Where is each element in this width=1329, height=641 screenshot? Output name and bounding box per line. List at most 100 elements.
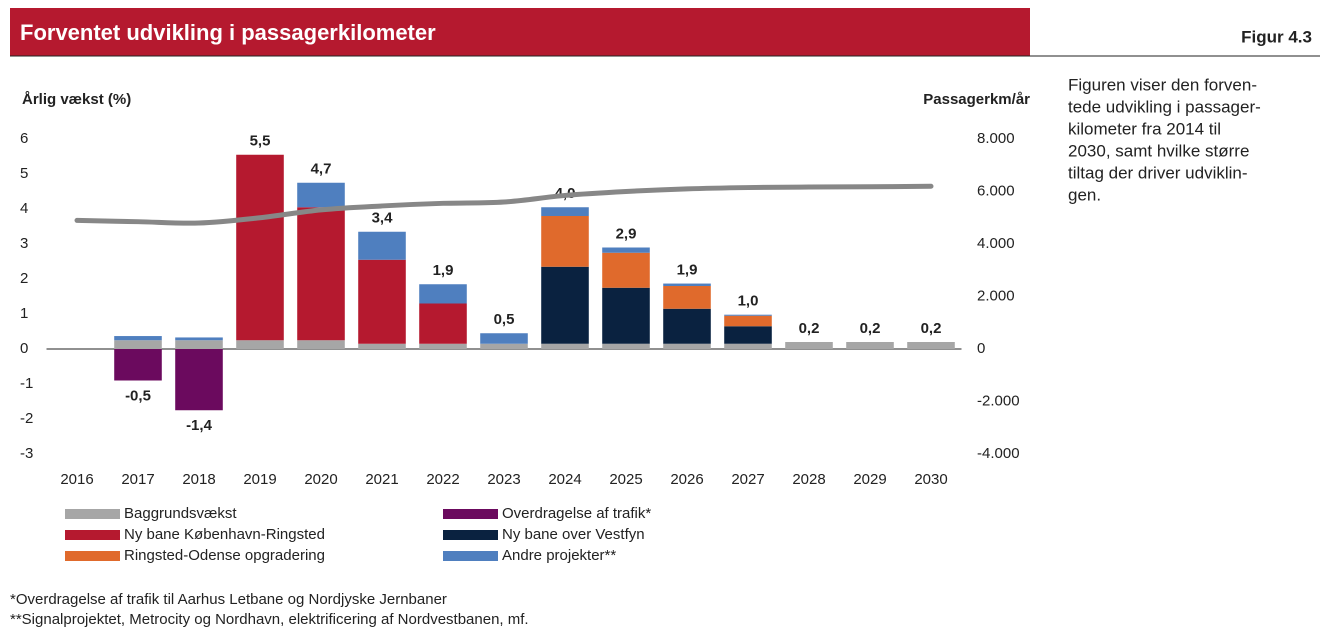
legend-swatch	[443, 530, 498, 540]
bar-segment	[236, 340, 284, 349]
y2-tick-label: 6.000	[977, 182, 1015, 199]
bar-segment	[114, 349, 162, 381]
y2-tick-label: 2.000	[977, 287, 1015, 304]
side-text: tede udvikling i passager-	[1068, 97, 1261, 116]
bar-segment	[602, 247, 650, 253]
y-tick-label: 5	[20, 165, 28, 182]
y-axis-title: Årlig vækst (%)	[22, 91, 131, 108]
total-label: 3,4	[372, 210, 394, 227]
bar-segment	[541, 266, 589, 344]
total-label: -0,5	[125, 387, 151, 404]
bar-segment	[358, 231, 406, 260]
legend-swatch	[65, 551, 120, 561]
legend-label: Baggrundsvækst	[124, 505, 237, 522]
bar-segment	[419, 343, 467, 349]
bar-segment	[602, 252, 650, 288]
bar-segment	[541, 216, 589, 267]
line-series	[74, 183, 934, 226]
bar-segment	[602, 343, 650, 349]
bar-segment	[724, 315, 772, 327]
total-label: 1,9	[677, 262, 698, 279]
total-label: 0,2	[860, 320, 881, 337]
x-tick-label: 2023	[487, 471, 520, 488]
legend-swatch	[443, 509, 498, 519]
y-tick-label: -1	[20, 375, 33, 392]
bar-segment	[846, 342, 894, 349]
y2-axis-title: Passagerkm/år	[923, 91, 1030, 108]
x-tick-label: 2028	[792, 471, 825, 488]
x-tick-label: 2026	[670, 471, 703, 488]
y2-tick-label: 0	[977, 340, 985, 357]
bar-segment	[663, 343, 711, 349]
bar-segment	[297, 207, 345, 341]
y-tick-label: 2	[20, 270, 28, 287]
total-label: 0,5	[494, 311, 515, 328]
bar-segment	[297, 340, 345, 349]
bar-segment	[419, 284, 467, 304]
bar-segment	[175, 340, 223, 349]
side-text: kilometer fra 2014 til	[1068, 119, 1221, 138]
x-tick-label: 2016	[60, 471, 93, 488]
y-tick-label: 1	[20, 305, 28, 322]
figure-label: Figur 4.3	[1241, 27, 1312, 46]
total-label: -1,4	[186, 417, 213, 434]
bar-segment	[663, 308, 711, 344]
bar-segment	[236, 154, 284, 341]
bar-segment	[358, 259, 406, 344]
x-tick-label: 2029	[853, 471, 886, 488]
footnote: *Overdragelse af trafik til Aarhus Letba…	[10, 591, 447, 608]
y2-tick-label: -2.000	[977, 392, 1020, 409]
legend-label: Ringsted-Odense opgradering	[124, 547, 325, 564]
total-label: 5,5	[250, 133, 271, 150]
bar-segment	[419, 303, 467, 344]
x-tick-label: 2019	[243, 471, 276, 488]
x-tick-label: 2017	[121, 471, 154, 488]
bar-segment	[114, 340, 162, 349]
side-text: 2030, samt hvilke større	[1068, 141, 1249, 160]
bar-segment	[724, 326, 772, 344]
total-label: 2,9	[616, 225, 637, 242]
y-tick-label: 6	[20, 130, 28, 147]
legend-label: Andre projekter**	[502, 547, 616, 564]
x-tick-label: 2024	[548, 471, 581, 488]
y-tick-label: 0	[20, 340, 28, 357]
side-text: gen.	[1068, 185, 1101, 204]
side-text: tiltag der driver udviklin-	[1068, 163, 1248, 182]
bar-segment	[663, 283, 711, 286]
total-label: 1,0	[738, 293, 759, 310]
legend-label: Ny bane over Vestfyn	[502, 526, 645, 543]
header-bar	[10, 8, 1030, 56]
total-label: 0,2	[799, 320, 820, 337]
x-tick-label: 2021	[365, 471, 398, 488]
x-tick-label: 2018	[182, 471, 215, 488]
y-tick-label: 4	[20, 200, 28, 217]
x-tick-label: 2027	[731, 471, 764, 488]
y-tick-label: -2	[20, 410, 33, 427]
bar-segment	[175, 337, 223, 341]
legend-swatch	[65, 530, 120, 540]
legend-swatch	[443, 551, 498, 561]
bar-segment	[907, 342, 955, 349]
legend-swatch	[65, 509, 120, 519]
bar-segment	[724, 314, 772, 316]
bar-segment	[541, 343, 589, 349]
bar-segment	[358, 343, 406, 349]
x-tick-label: 2030	[914, 471, 947, 488]
y-tick-label: 3	[20, 235, 28, 252]
total-label: 4,7	[311, 161, 332, 178]
y2-tick-label: 8.000	[977, 130, 1015, 147]
total-label: 1,9	[433, 262, 454, 279]
bar-segment	[541, 207, 589, 216]
y2-tick-label: -4.000	[977, 445, 1020, 462]
total-label: 0,2	[921, 320, 942, 337]
bar-segment	[175, 349, 223, 411]
bar-segment	[114, 336, 162, 341]
legend-label: Ny bane København-Ringsted	[124, 526, 325, 543]
bar-segment	[297, 182, 345, 208]
x-tick-label: 2025	[609, 471, 642, 488]
x-tick-label: 2020	[304, 471, 337, 488]
legend-label: Overdragelse af trafik*	[502, 505, 651, 522]
bar-segment	[724, 343, 772, 349]
